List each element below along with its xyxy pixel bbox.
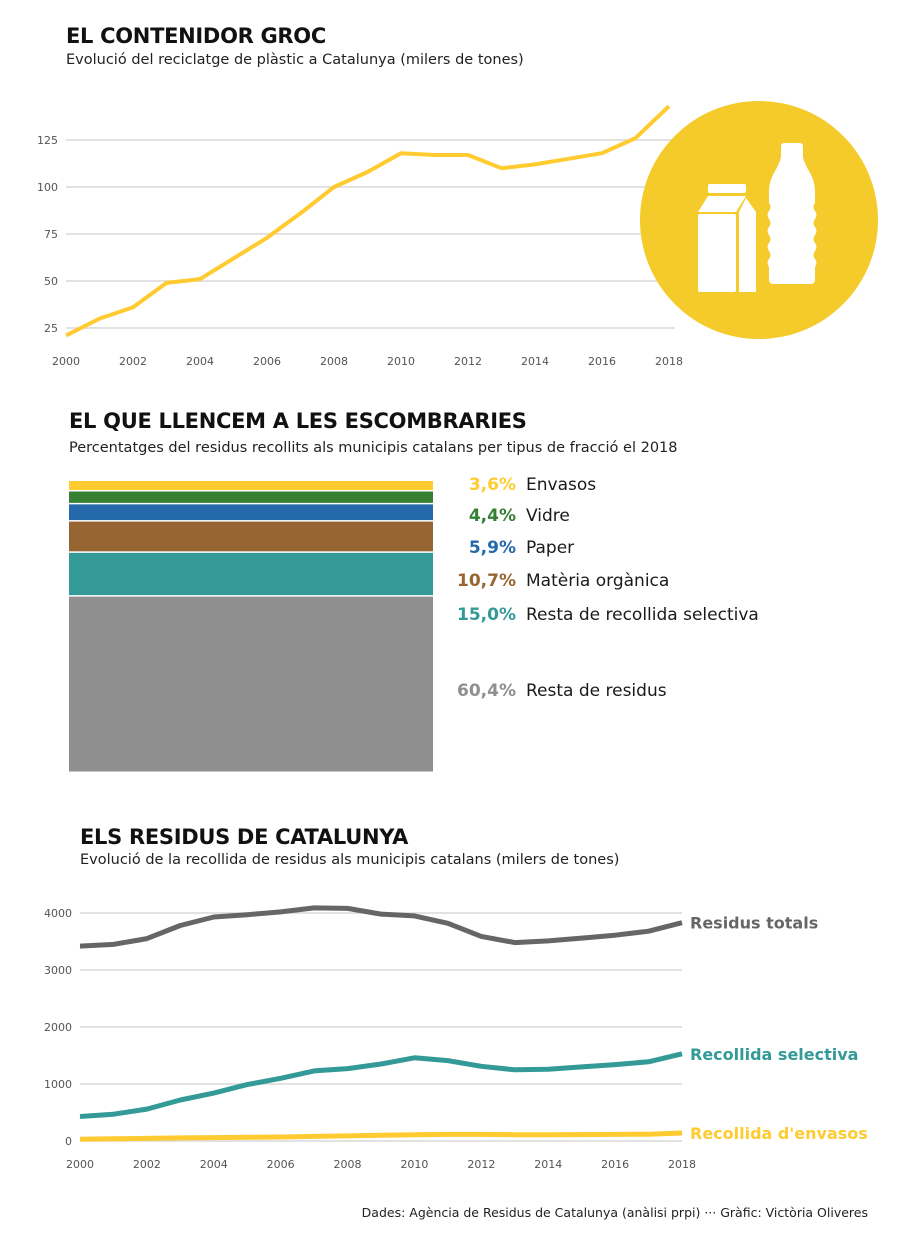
carton-cap — [708, 184, 746, 193]
end-label: Residus totals — [690, 914, 818, 933]
x-tick-label: 2004 — [186, 355, 214, 368]
x-tick-label: 2010 — [400, 1158, 428, 1171]
y-tick-label: 50 — [44, 275, 58, 288]
x-tick-label: 2004 — [200, 1158, 228, 1171]
legend-percent: 4,4% — [468, 506, 516, 526]
chart3-end-labels: Residus totals Recollida selectiva Recolli… — [690, 914, 868, 1143]
y-tick-label: 125 — [37, 134, 58, 147]
x-tick-label: 2000 — [66, 1158, 94, 1171]
series-line-recollida-d-envasos — [79, 1130, 683, 1142]
x-tick-label: 2014 — [521, 355, 549, 368]
legend-percent: 60,4% — [457, 681, 516, 701]
end-label: Recollida d'envasos — [690, 1124, 868, 1143]
legend-label: Matèria orgànica — [526, 571, 670, 591]
chart3-y-axis: 0 1000 2000 3000 4000 — [44, 907, 72, 1148]
y-tick-label: 2000 — [44, 1021, 72, 1034]
legend-item: 60,4% Resta de residus — [440, 681, 860, 701]
section3-title: ELS RESIDUS DE CATALUNYA — [80, 825, 409, 849]
bottle — [767, 143, 817, 284]
x-tick-label: 2002 — [133, 1158, 161, 1171]
y-tick-label: 3000 — [44, 964, 72, 977]
x-tick-label: 2016 — [588, 355, 616, 368]
bar-segment-mat-ria-org-nica — [69, 521, 433, 552]
legend-item: 3,6% Envasos — [440, 475, 860, 495]
bar-segment-vidre — [69, 491, 433, 503]
x-tick-label: 2006 — [267, 1158, 295, 1171]
y-tick-label: 4000 — [44, 907, 72, 920]
x-tick-label: 2018 — [655, 355, 683, 368]
section1-subtitle: Evolució del reciclatge de plàstic a Cat… — [66, 52, 524, 68]
chart3-gridlines — [80, 912, 682, 1142]
legend-percent: 5,9% — [468, 538, 516, 558]
legend-label: Vidre — [526, 506, 570, 526]
x-tick-label: 2002 — [119, 355, 147, 368]
bar-segment-envasos — [69, 481, 433, 491]
y-tick-label: 75 — [44, 228, 58, 241]
x-tick-label: 2016 — [601, 1158, 629, 1171]
x-tick-label: 2000 — [52, 355, 80, 368]
carton-and-bottle-icon — [640, 101, 878, 339]
section3-subtitle: Evolució de la recollida de residus als … — [80, 852, 620, 868]
chart1-y-axis: 25 50 75 100 125 — [37, 134, 58, 335]
legend-item: 5,9% Paper — [440, 538, 860, 558]
legend-percent: 15,0% — [457, 605, 516, 625]
chart3-x-axis: 2000 2002 2004 2006 2008 2010 2012 2014 2016 2018 — [66, 1158, 696, 1171]
legend-label: Resta de recollida selectiva — [526, 605, 759, 625]
legend-item: 10,7% Matèria orgànica — [440, 571, 860, 591]
x-tick-label: 2006 — [253, 355, 281, 368]
legend-percent: 3,6% — [468, 475, 516, 495]
legend-label: Envasos — [526, 475, 597, 495]
y-tick-label: 0 — [65, 1135, 72, 1148]
y-tick-label: 25 — [44, 322, 58, 335]
section2-subtitle: Percentatges del residus recollits als m… — [69, 440, 678, 456]
section1-title: EL CONTENIDOR GROC — [66, 24, 326, 48]
carton-side — [739, 198, 756, 292]
plastic-recycling-chart: 25 50 75 100 125 2000 2002 2004 2006 2008 2010 201… — [37, 101, 878, 368]
carton-front — [698, 214, 736, 292]
waste-fraction-stacked-bar — [69, 481, 433, 772]
chart3-series — [79, 905, 683, 1142]
x-tick-label: 2018 — [668, 1158, 696, 1171]
carton-body — [698, 196, 746, 212]
x-tick-label: 2014 — [534, 1158, 562, 1171]
chart2-segments — [69, 481, 433, 772]
bar-segment-resta-de-residus — [69, 596, 433, 772]
x-tick-label: 2012 — [467, 1158, 495, 1171]
source-credit: Dades: Agència de Residus de Catalunya (… — [361, 1205, 868, 1220]
end-label: Recollida selectiva — [690, 1045, 858, 1064]
legend-item: 4,4% Vidre — [440, 506, 860, 526]
bar-segment-resta-de-recollida-selectiva — [69, 552, 433, 596]
section2-title: EL QUE LLENCEM A LES ESCOMBRARIES — [69, 409, 527, 433]
legend-percent: 10,7% — [457, 571, 516, 591]
legend-label: Paper — [526, 538, 575, 558]
x-tick-label: 2012 — [454, 355, 482, 368]
x-tick-label: 2008 — [334, 1158, 362, 1171]
y-tick-label: 1000 — [44, 1078, 72, 1091]
x-tick-label: 2010 — [387, 355, 415, 368]
x-tick-label: 2008 — [320, 355, 348, 368]
y-tick-label: 100 — [37, 181, 58, 194]
legend-item: 15,0% Resta de recollida selectiva — [440, 605, 860, 625]
legend-label: Resta de residus — [526, 681, 667, 701]
bar-segment-paper — [69, 504, 433, 521]
chart1-series — [65, 104, 671, 338]
chart1-x-axis: 2000 2002 2004 2006 2008 2010 2012 2014 2016 2018 — [52, 355, 683, 368]
series-line-recollida-selectiva — [79, 1051, 683, 1119]
